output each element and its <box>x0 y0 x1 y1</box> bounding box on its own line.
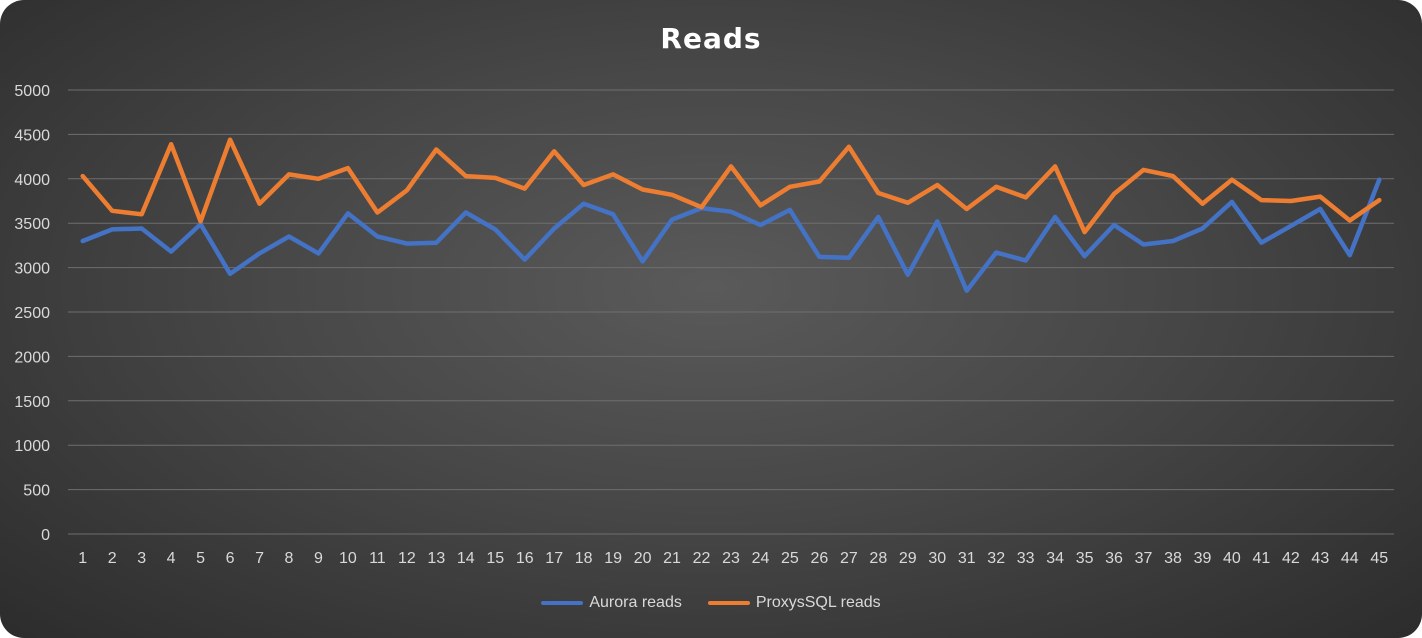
chart-title: Reads <box>660 22 762 55</box>
x-tick-label: 38 <box>1164 550 1182 567</box>
series-lines <box>80 137 1382 293</box>
x-tick-label: 39 <box>1194 550 1212 567</box>
x-tick-label: 16 <box>516 550 534 567</box>
x-tick-label: 27 <box>840 550 858 567</box>
y-tick-label: 4500 <box>14 127 50 144</box>
x-tick-label: 1 <box>78 550 87 567</box>
legend-label-proxysql: ProxysSQL reads <box>755 594 881 611</box>
y-tick-label: 3500 <box>14 216 50 233</box>
y-tick-label: 1500 <box>14 394 50 411</box>
legend-item-proxysql[interactable]: ProxysSQL reads <box>707 594 881 612</box>
y-tick-label: 3000 <box>14 261 50 278</box>
x-tick-label: 37 <box>1135 550 1153 567</box>
x-tick-label: 4 <box>167 550 176 567</box>
y-tick-label: 1000 <box>14 438 50 455</box>
x-tick-label: 12 <box>398 550 416 567</box>
legend-label-aurora: Aurora reads <box>589 594 682 611</box>
y-tick-label: 0 <box>41 527 50 544</box>
x-tick-label: 43 <box>1311 550 1329 567</box>
x-tick-label: 6 <box>226 550 235 567</box>
x-tick-label: 19 <box>604 550 622 567</box>
x-tick-label: 41 <box>1253 550 1271 567</box>
x-tick-label: 44 <box>1341 550 1359 567</box>
x-tick-label: 14 <box>457 550 475 567</box>
x-tick-label: 29 <box>899 550 917 567</box>
y-tick-label: 4000 <box>14 172 50 189</box>
x-tick-label: 25 <box>781 550 799 567</box>
x-tick-label: 34 <box>1046 550 1064 567</box>
x-tick-label: 22 <box>693 550 711 567</box>
y-tick-label: 2500 <box>14 305 50 322</box>
x-tick-label: 17 <box>545 550 563 567</box>
x-tick-label: 10 <box>339 550 357 567</box>
legend-swatch-proxysql <box>707 601 750 605</box>
x-tick-label: 3 <box>137 550 146 567</box>
x-tick-label: 42 <box>1282 550 1300 567</box>
x-tick-label: 40 <box>1223 550 1241 567</box>
x-tick-label: 45 <box>1370 550 1388 567</box>
x-tick-label: 23 <box>722 550 740 567</box>
x-tick-label: 36 <box>1105 550 1123 567</box>
x-tick-label: 13 <box>427 550 445 567</box>
legend-item-aurora[interactable]: Aurora reads <box>541 594 682 612</box>
x-tick-label: 24 <box>752 550 770 567</box>
x-tick-label: 8 <box>285 550 294 567</box>
series-line-aurora <box>80 177 1382 293</box>
x-tick-label: 2 <box>108 550 117 567</box>
x-tick-label: 32 <box>987 550 1005 567</box>
x-tick-label: 5 <box>196 550 205 567</box>
legend: Aurora reads ProxysSQL reads <box>0 592 1422 614</box>
grid-lines <box>68 89 1394 535</box>
x-tick-label: 20 <box>634 550 652 567</box>
x-tick-label: 9 <box>314 550 323 567</box>
x-tick-label: 15 <box>486 550 504 567</box>
y-tick-label: 2000 <box>14 349 50 366</box>
y-tick-label: 5000 <box>14 83 50 100</box>
x-tick-label: 31 <box>958 550 976 567</box>
x-tick-label: 28 <box>869 550 887 567</box>
y-axis-ticks: 0 500 1000 1500 2000 2500 3000 3500 4000 4500 5000 <box>14 83 50 544</box>
x-axis-ticks: 1 2 3 4 5 6 7 8 9 10 11 12 13 14 15 16 17 18 19 20 21 22 23 24 2… <box>78 550 1388 567</box>
legend-swatch-aurora <box>541 601 584 605</box>
x-tick-label: 11 <box>369 550 386 567</box>
y-tick-label: 500 <box>23 483 50 500</box>
series-line-proxysql <box>80 137 1382 235</box>
x-tick-label: 26 <box>811 550 829 567</box>
x-tick-label: 30 <box>928 550 946 567</box>
x-tick-label: 7 <box>255 550 264 567</box>
x-tick-label: 35 <box>1076 550 1094 567</box>
x-tick-label: 33 <box>1017 550 1035 567</box>
x-tick-label: 21 <box>663 550 681 567</box>
x-tick-label: 18 <box>575 550 593 567</box>
